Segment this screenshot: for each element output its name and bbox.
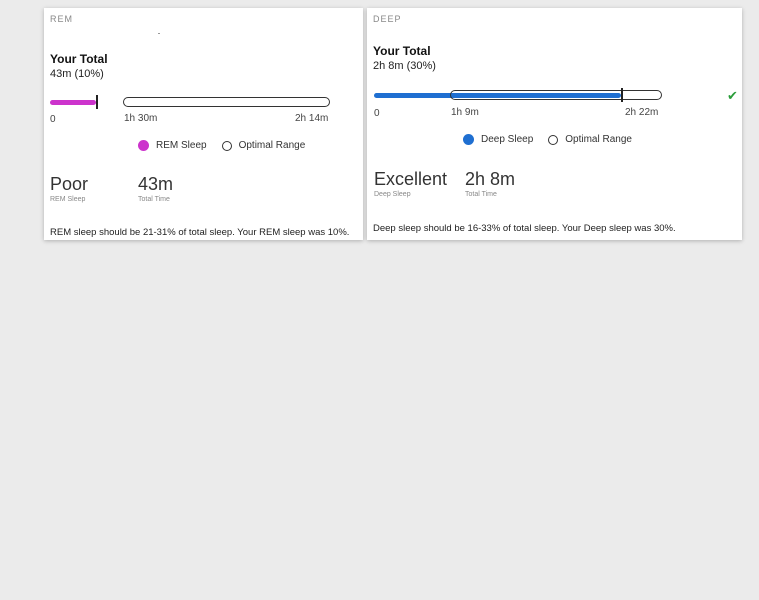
deep-section-label: DEEP xyxy=(373,14,402,24)
rem-legend: REM Sleep Optimal Range xyxy=(138,140,305,151)
deep-actual-marker xyxy=(621,88,623,102)
rem-section-label: REM xyxy=(50,14,73,24)
rem-total-time: 43m xyxy=(138,174,174,194)
rem-tick-low: 1h 30m xyxy=(124,113,158,124)
checkmark-icon: ✔ xyxy=(727,88,738,103)
deep-tick-low: 1h 9m xyxy=(451,107,479,118)
rem-total-title: Your Total xyxy=(50,52,108,66)
deep-legend-range: Optimal Range xyxy=(565,134,632,145)
rem-rating-caption: REM Sleep xyxy=(50,196,86,203)
rem-legend-actual: REM Sleep xyxy=(156,140,207,151)
rem-legend-range: Optimal Range xyxy=(238,140,306,151)
rem-optimal-range-bar xyxy=(123,97,330,107)
deep-actual-bar xyxy=(374,93,621,98)
deep-tick-min: 0 xyxy=(374,108,380,119)
deep-legend-dot-icon xyxy=(463,134,474,145)
rem-legend-dot-icon xyxy=(138,140,149,151)
optimal-range-ring-icon xyxy=(221,140,232,151)
rem-total-value: 43m (10%) xyxy=(50,68,104,80)
rem-tick-min: 0 xyxy=(50,114,56,125)
decorative-dot xyxy=(158,33,160,34)
deep-rating: Excellent xyxy=(374,169,448,189)
deep-legend: Deep Sleep Optimal Range xyxy=(463,134,632,145)
deep-tick-high: 2h 22m xyxy=(625,107,659,118)
deep-total-time-caption: Total Time xyxy=(465,191,497,198)
optimal-range-ring-icon xyxy=(548,134,559,145)
rem-description: REM sleep should be 21-31% of total slee… xyxy=(50,227,350,238)
rem-rating: Poor xyxy=(50,174,89,194)
rem-actual-marker xyxy=(96,95,98,109)
deep-optimal-range-bar xyxy=(450,90,662,100)
deep-total-time: 2h 8m xyxy=(465,169,516,189)
rem-tick-high: 2h 14m xyxy=(295,113,329,124)
deep-card: DEEP Your Total 2h 8m (30%) 0 1h 9m 2h 2… xyxy=(367,8,742,240)
deep-description: Deep sleep should be 16-33% of total sle… xyxy=(373,223,676,234)
rem-actual-bar xyxy=(50,100,96,105)
deep-total-title: Your Total xyxy=(373,44,431,58)
rem-total-time-caption: Total Time xyxy=(138,196,170,203)
deep-legend-actual: Deep Sleep xyxy=(481,134,534,145)
deep-total-value: 2h 8m (30%) xyxy=(373,60,436,72)
rem-card: REM Your Total 43m (10%) 0 1h 30m 2h 14m… xyxy=(44,8,363,240)
deep-rating-caption: Deep Sleep xyxy=(374,191,411,198)
